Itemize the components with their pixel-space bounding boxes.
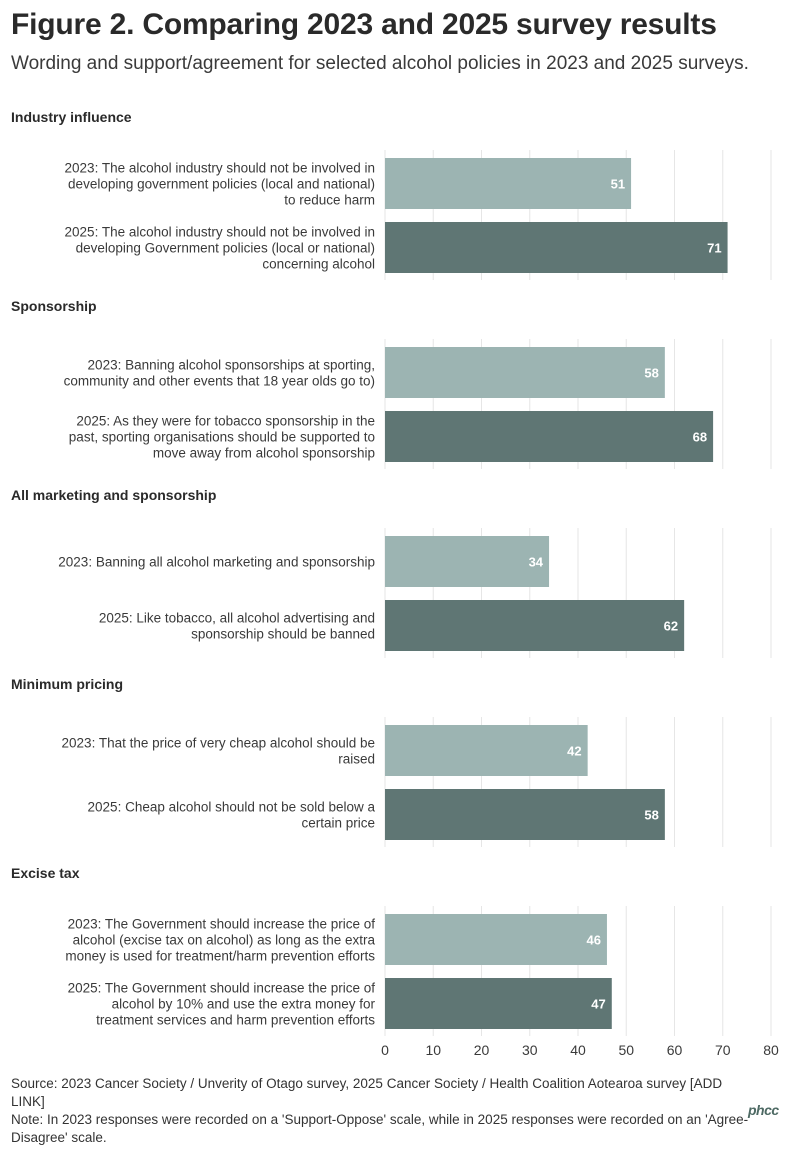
x-tick-label: 10 (425, 1042, 441, 1058)
value-label: 47 (591, 997, 605, 1012)
x-tick-label: 0 (381, 1042, 389, 1058)
panel-title: All marketing and sponsorship (11, 487, 216, 503)
bar-category-label: to reduce harm (284, 193, 375, 208)
x-tick-label: 70 (715, 1042, 731, 1058)
bar-category-label: 2023: That the price of very cheap alcoh… (62, 736, 375, 751)
panel-title: Industry influence (11, 109, 132, 125)
bar-category-label: past, sporting organisations should be s… (69, 430, 375, 445)
note-text: Note: In 2023 responses were recorded on… (11, 1112, 749, 1145)
bar-chart: Industry influence 51 2023: The alcohol in… (11, 109, 779, 1058)
bar-category-label: alcohol by 10% and use the extra money f… (112, 997, 376, 1012)
bar-2025 (385, 789, 665, 840)
value-label: 42 (567, 744, 581, 759)
bar-category-label: 2023: The alcohol industry should not be… (65, 161, 375, 176)
value-label: 58 (644, 366, 658, 381)
bar-2023 (385, 914, 607, 965)
bar-category-label: 2023: Banning alcohol sponsorships at sp… (88, 358, 375, 373)
x-tick-label: 80 (763, 1042, 779, 1058)
bar-category-label: move away from alcohol sponsorship (153, 446, 375, 461)
bar-category-label: certain price (301, 816, 375, 831)
x-tick-label: 30 (522, 1042, 538, 1058)
panel-title: Excise tax (11, 865, 80, 881)
bar-category-label: 2025: As they were for tobacco sponsorsh… (76, 414, 375, 429)
bar-category-label: community and other events that 18 year … (64, 374, 375, 389)
x-tick-label: 50 (618, 1042, 634, 1058)
chart-title: Figure 2. Comparing 2023 and 2025 survey… (11, 8, 717, 41)
bar-2025 (385, 600, 685, 651)
value-label: 51 (611, 177, 625, 192)
x-tick-label: 40 (570, 1042, 586, 1058)
value-label: 46 (586, 933, 600, 948)
bar-category-label: raised (338, 752, 375, 767)
bar-2023 (385, 158, 632, 209)
bar-category-label: concerning alcohol (262, 257, 375, 272)
bar-category-label: 2025: Cheap alcohol should not be sold b… (88, 800, 376, 815)
bar-category-label: 2025: The alcohol industry should not be… (65, 225, 375, 240)
value-label: 71 (707, 241, 721, 256)
x-tick-label: 20 (474, 1042, 490, 1058)
bar-2023 (385, 725, 588, 776)
bar-category-label: 2023: Banning all alcohol marketing and … (58, 555, 375, 570)
bar-2025 (385, 222, 728, 273)
bar-2025 (385, 411, 714, 462)
value-label: 62 (664, 619, 678, 634)
bar-category-label: sponsorship should be banned (191, 627, 375, 642)
panel-title: Minimum pricing (11, 676, 123, 692)
bar-category-label: developing Government policies (local or… (76, 241, 375, 256)
bar-2025 (385, 978, 612, 1029)
chart-subtitle: Wording and support/agreement for select… (11, 53, 749, 74)
value-label: 68 (693, 430, 707, 445)
source-text: Source: 2023 Cancer Society / Unverity o… (11, 1076, 723, 1109)
source-note-block: Source: 2023 Cancer Society / Unverity o… (11, 1075, 751, 1147)
bar-category-label: 2025: Like tobacco, all alcohol advertis… (99, 611, 375, 626)
bar-category-label: alcohol (excise tax on alcohol) as long … (73, 933, 376, 948)
bar-category-label: developing government policies (local an… (68, 177, 375, 192)
bar-category-label: 2025: The Government should increase the… (68, 981, 376, 996)
bar-category-label: money is used for treatment/harm prevent… (65, 949, 375, 964)
bar-category-label: 2023: The Government should increase the… (68, 917, 376, 932)
panel-title: Sponsorship (11, 298, 97, 314)
brand-logo: phcc (748, 1102, 779, 1118)
value-label: 34 (529, 555, 544, 570)
value-label: 58 (644, 808, 658, 823)
x-tick-label: 60 (667, 1042, 683, 1058)
bar-2023 (385, 347, 665, 398)
bar-2023 (385, 536, 550, 587)
bar-category-label: treatment services and harm prevention e… (96, 1013, 375, 1028)
